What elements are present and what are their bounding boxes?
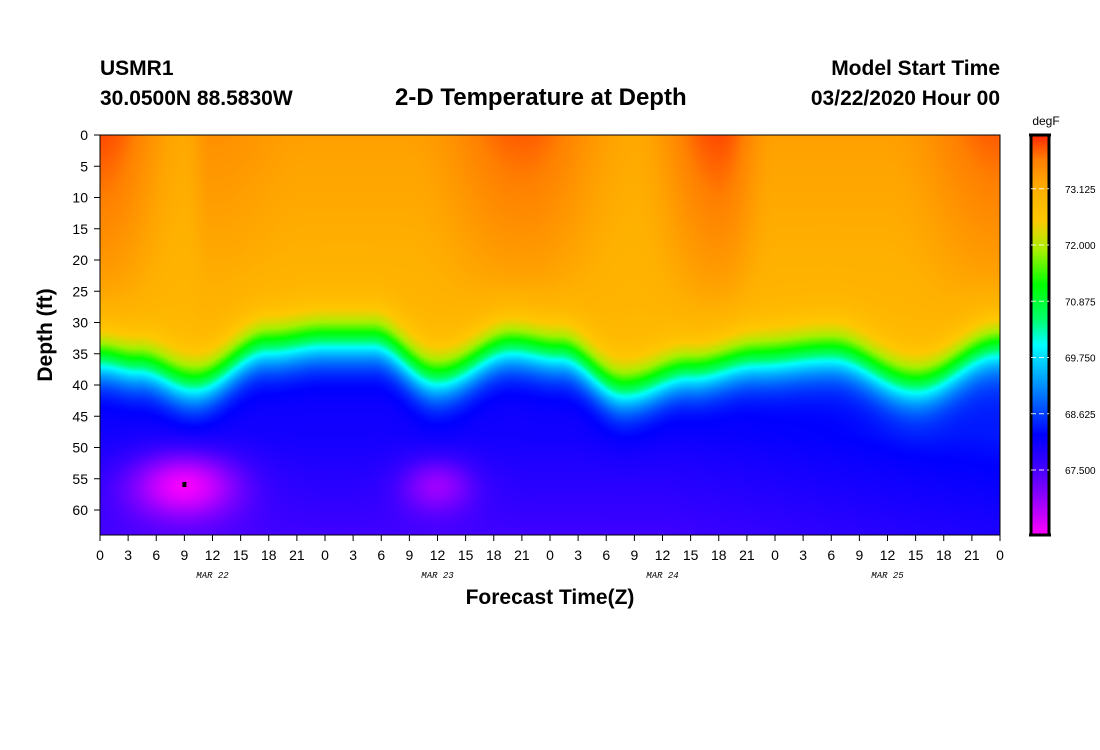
y-tick-label: 30	[72, 315, 88, 331]
x-tick-label: 12	[655, 547, 671, 563]
x-axis: 0 3 6 9 12 15 18 21 0 3 6 9 12 15 18 21 0 3 6 9 12 15 18 21 0 3 6 9…	[96, 535, 1004, 581]
colorbar-fill	[1029, 133, 1051, 537]
colorbar: degF 73.125 72.000 70.875 69.750 68.625 67.50…	[1029, 114, 1096, 537]
colorbar-units: degF	[1032, 114, 1059, 128]
colorbar-tick-label: 72.000	[1065, 241, 1096, 252]
x-tick-label: 6	[827, 547, 835, 563]
x-date-label: MAR 25	[871, 571, 904, 581]
x-tick-label: 0	[546, 547, 554, 563]
y-tick-label: 15	[72, 221, 88, 237]
x-tick-label: 21	[739, 547, 755, 563]
x-tick-label: 0	[96, 547, 104, 563]
y-tick-label: 60	[72, 502, 88, 518]
colorbar-tick-label: 68.625	[1065, 410, 1096, 421]
heatmap-image	[100, 135, 1000, 535]
x-date-label: MAR 24	[646, 571, 678, 581]
y-tick-label: 45	[72, 408, 88, 424]
y-tick-label: 40	[72, 377, 88, 393]
y-axis-title: Depth (ft)	[34, 288, 57, 381]
x-axis-title: Forecast Time(Z)	[466, 586, 635, 609]
x-tick-label: 15	[908, 547, 924, 563]
x-tick-label: 0	[771, 547, 779, 563]
station-id: USMR1	[100, 57, 174, 80]
x-tick-label: 0	[996, 547, 1004, 563]
x-tick-label: 3	[124, 547, 132, 563]
x-tick-label: 9	[630, 547, 638, 563]
x-tick-label: 12	[205, 547, 221, 563]
x-tick-label: 21	[964, 547, 980, 563]
x-tick-label: 6	[377, 547, 385, 563]
model-start-label: Model Start Time	[831, 57, 1000, 80]
x-tick-label: 9	[180, 547, 188, 563]
x-tick-label: 3	[574, 547, 582, 563]
y-tick-label: 5	[80, 158, 88, 174]
x-date-label: MAR 23	[421, 571, 454, 581]
x-tick-label: 21	[289, 547, 305, 563]
x-tick-label: 15	[458, 547, 474, 563]
x-tick-label: 3	[349, 547, 357, 563]
y-tick-label: 0	[80, 127, 88, 143]
station-coordinates: 30.0500N 88.5830W	[100, 87, 293, 110]
y-tick-label: 55	[72, 471, 88, 487]
x-date-label: MAR 22	[196, 571, 229, 581]
plot-area	[99, 134, 1001, 536]
chart-title: 2-D Temperature at Depth	[395, 84, 687, 111]
y-tick-label: 10	[72, 190, 88, 206]
x-tick-label: 21	[514, 547, 530, 563]
x-tick-label: 9	[855, 547, 863, 563]
colorbar-tick-label: 69.750	[1065, 354, 1096, 365]
y-axis: 0 5 10 15 20 25 30 35 40 45 50 55 60	[72, 127, 100, 518]
x-tick-label: 18	[486, 547, 502, 563]
x-tick-label: 0	[321, 547, 329, 563]
x-tick-label: 9	[405, 547, 413, 563]
y-tick-label: 50	[72, 440, 88, 456]
x-tick-label: 3	[799, 547, 807, 563]
y-tick-label: 20	[72, 252, 88, 268]
y-tick-label: 25	[72, 283, 88, 299]
x-tick-label: 15	[683, 547, 699, 563]
marker-layer	[182, 482, 187, 487]
colorbar-ticks: 73.125 72.000 70.875 69.750 68.625 67.500	[1029, 133, 1096, 537]
x-tick-label: 15	[233, 547, 249, 563]
y-tick-label: 35	[72, 346, 88, 362]
colorbar-tick-label: 70.875	[1065, 297, 1096, 308]
data-marker	[182, 482, 187, 487]
model-start-time: 03/22/2020 Hour 00	[810, 87, 1000, 110]
x-tick-label: 6	[602, 547, 610, 563]
x-tick-label: 18	[711, 547, 727, 563]
x-tick-label: 18	[936, 547, 952, 563]
x-tick-label: 6	[152, 547, 160, 563]
x-tick-label: 12	[430, 547, 446, 563]
x-tick-label: 18	[261, 547, 277, 563]
colorbar-tick-label: 73.125	[1065, 185, 1096, 196]
x-tick-label: 12	[880, 547, 896, 563]
colorbar-tick-label: 67.500	[1065, 466, 1096, 477]
